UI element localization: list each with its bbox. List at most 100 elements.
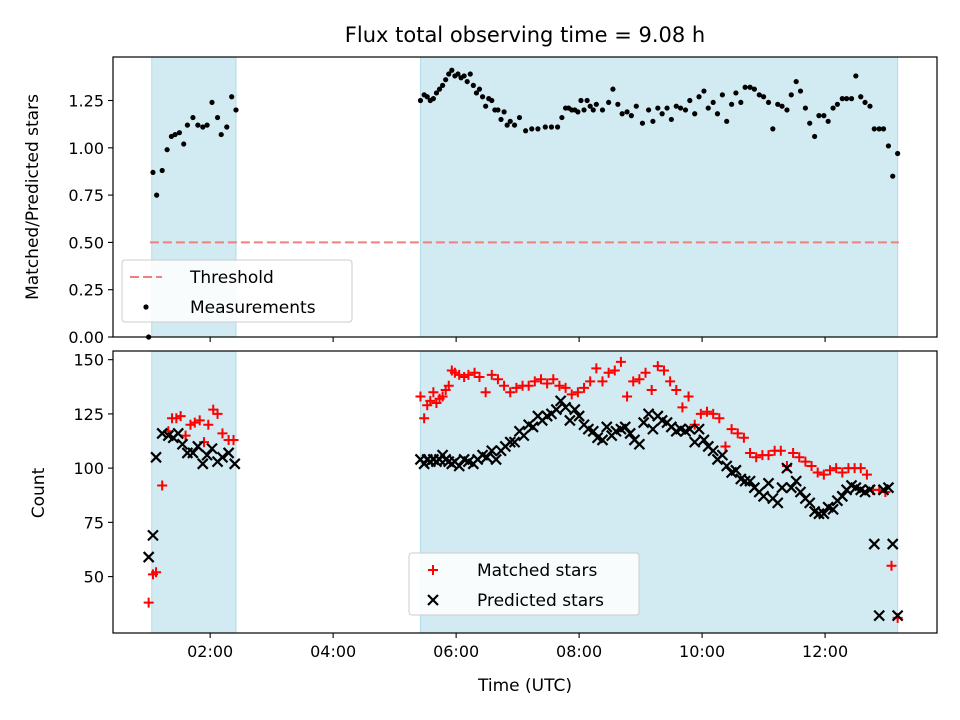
data-point	[159, 167, 165, 174]
data-point	[885, 143, 892, 149]
x-axis-label: Time (UTC)	[477, 676, 572, 696]
data-point	[486, 445, 498, 457]
data-point	[763, 450, 774, 461]
x-tick-label: 12:00	[802, 642, 848, 661]
data-point	[597, 376, 608, 387]
data-point	[184, 122, 191, 128]
data-point	[739, 475, 751, 487]
data-point	[176, 438, 189, 451]
data-point	[579, 382, 590, 393]
data-point	[762, 477, 775, 490]
data-point	[209, 99, 215, 106]
data-point	[794, 486, 807, 498]
data-point	[566, 389, 577, 400]
data-point	[671, 385, 682, 396]
data-point	[190, 114, 196, 121]
data-point	[446, 71, 452, 77]
data-point	[425, 395, 436, 406]
data-point	[696, 94, 702, 100]
data-point	[790, 475, 802, 487]
data-point	[868, 538, 881, 550]
data-point	[707, 445, 719, 457]
data-point	[710, 99, 716, 106]
y-tick-label: 0.75	[68, 186, 104, 205]
data-point	[195, 122, 201, 128]
data-point	[693, 423, 705, 435]
data-point	[189, 417, 200, 428]
data-point	[871, 126, 877, 132]
data-point	[523, 380, 534, 391]
data-point	[807, 120, 813, 126]
legend-x-swatch	[427, 594, 439, 606]
data-point	[720, 441, 731, 452]
data-point	[714, 111, 721, 117]
data-point	[517, 429, 530, 442]
data-point	[507, 118, 513, 124]
data-point	[197, 458, 209, 470]
data-point	[861, 469, 872, 480]
data-point	[714, 413, 725, 424]
data-point	[527, 421, 539, 433]
data-point	[756, 92, 762, 98]
data-point	[655, 105, 661, 111]
data-point	[440, 82, 446, 88]
data-point	[687, 97, 693, 104]
data-point	[511, 382, 522, 393]
data-point	[218, 131, 224, 138]
data-point	[724, 118, 730, 124]
data-point	[508, 436, 521, 448]
series-matched-stars	[143, 356, 903, 623]
data-point	[695, 408, 706, 419]
data-point	[593, 101, 599, 107]
data-point	[554, 124, 561, 130]
data-point	[665, 376, 676, 387]
data-point	[677, 105, 684, 111]
data-point	[677, 402, 688, 413]
legend-label: Matched stars	[477, 561, 597, 581]
data-point	[825, 118, 831, 124]
data-point	[449, 67, 455, 73]
data-point	[813, 507, 825, 520]
data-point	[535, 374, 546, 385]
data-point	[573, 410, 585, 422]
data-point	[504, 122, 510, 128]
data-point	[622, 391, 633, 402]
data-point	[633, 438, 646, 451]
data-point	[498, 116, 504, 123]
legend: Threshold Measurements	[121, 259, 353, 323]
data-point	[788, 92, 794, 98]
data-point	[873, 609, 885, 622]
y-tick-label: 1.25	[68, 92, 104, 111]
data-point	[542, 124, 548, 130]
data-point	[858, 94, 864, 100]
data-point	[147, 529, 159, 542]
data-point	[771, 497, 784, 509]
data-point	[214, 114, 221, 121]
data-point	[716, 449, 729, 461]
data-point	[619, 111, 625, 117]
data-point	[673, 103, 679, 109]
data-point	[609, 365, 620, 376]
top-plot: 0.00 0.25 0.50 0.75 1.00 1.25 Threshold Measure…	[68, 56, 938, 347]
data-point	[839, 96, 845, 102]
data-point	[228, 434, 239, 445]
data-point	[834, 101, 840, 107]
data-point	[461, 73, 467, 79]
data-point	[486, 369, 497, 380]
data-point	[806, 460, 817, 471]
data-point	[702, 406, 713, 417]
data-point	[469, 367, 480, 378]
data-point	[481, 451, 493, 464]
data-point	[228, 458, 241, 470]
data-point	[585, 376, 596, 387]
data-point	[812, 133, 818, 140]
data-point	[587, 103, 593, 109]
data-point	[640, 367, 651, 378]
data-point	[554, 395, 567, 407]
data-point	[610, 86, 616, 92]
legend-dot-swatch	[143, 304, 149, 310]
data-point	[436, 86, 443, 92]
data-point	[554, 380, 565, 391]
data-point	[738, 99, 744, 106]
